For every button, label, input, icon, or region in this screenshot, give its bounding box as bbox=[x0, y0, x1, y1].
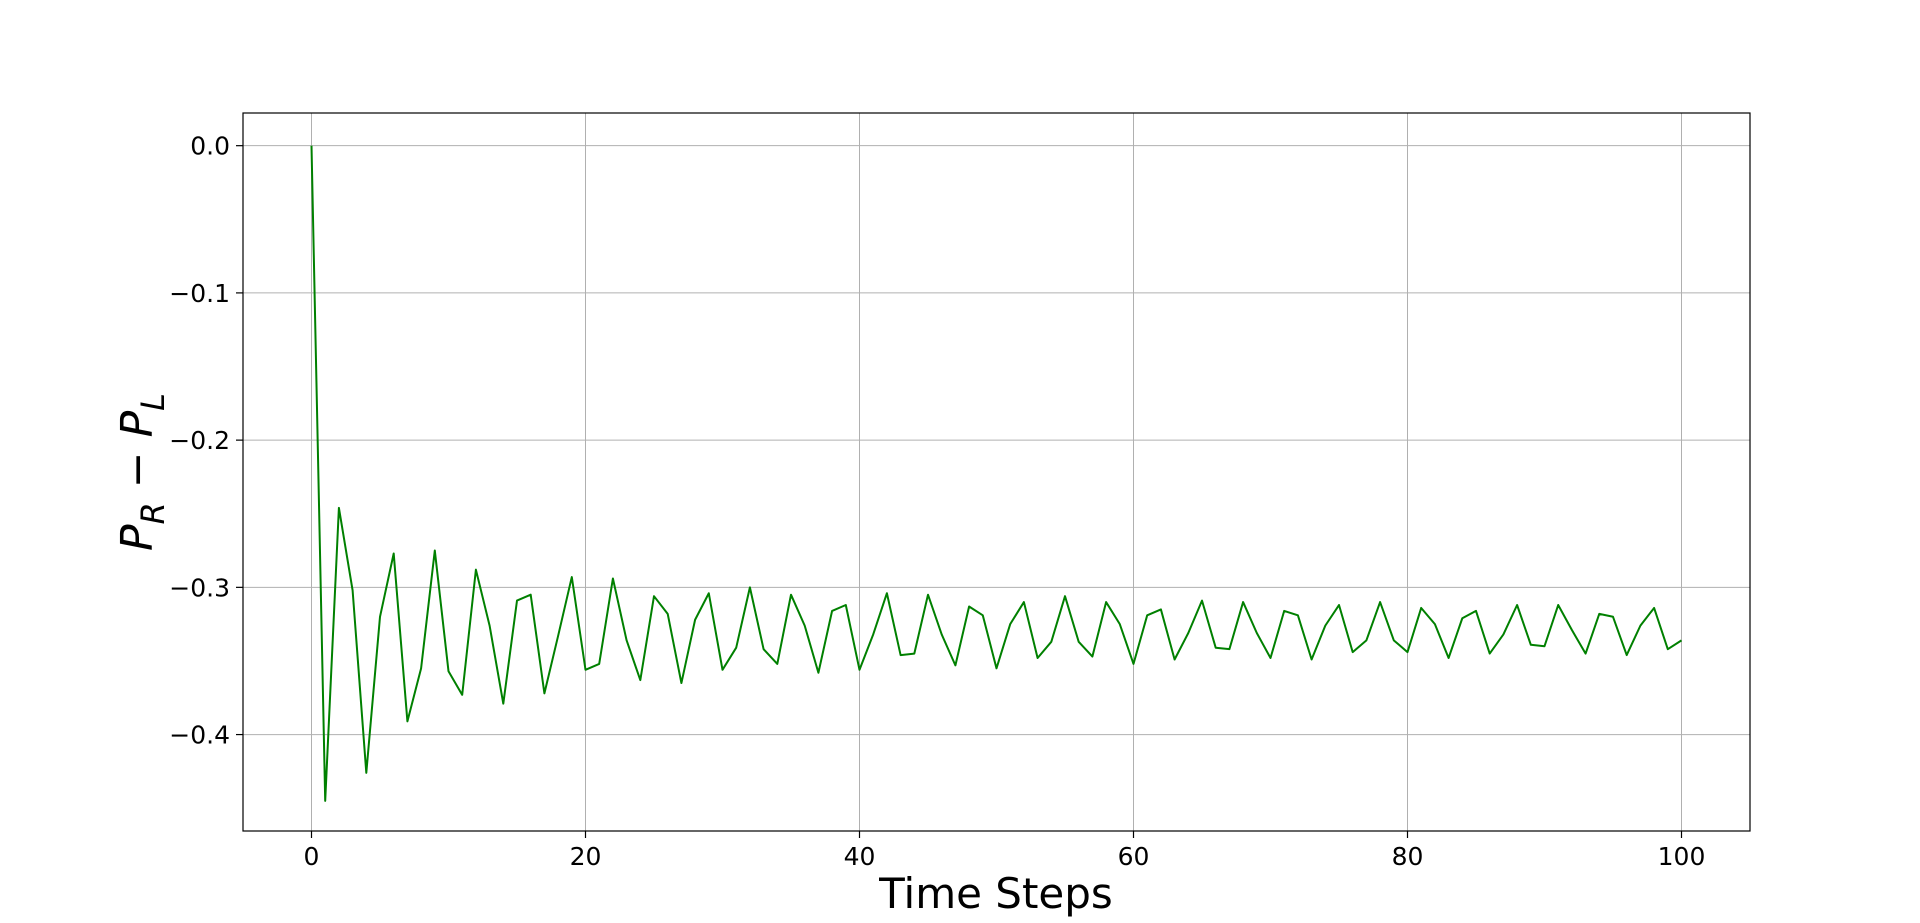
x-tick-label: 60 bbox=[1118, 842, 1150, 871]
x-tick-label: 20 bbox=[570, 842, 602, 871]
series-line bbox=[310, 145, 1683, 802]
y-axis-title-sub-r: R bbox=[134, 502, 172, 524]
y-tick-labels: 0.0 −0.1 −0.2 −0.3 −0.4 bbox=[169, 132, 230, 750]
y-tick-label: −0.2 bbox=[169, 426, 230, 455]
y-tick-label: −0.3 bbox=[169, 573, 230, 602]
y-tick-label: −0.1 bbox=[169, 279, 230, 308]
x-tick-label: 80 bbox=[1392, 842, 1424, 871]
y-axis-title-minus: − bbox=[112, 437, 163, 502]
y-axis-title-sub-l: L bbox=[134, 393, 172, 411]
x-axis-title: Time Steps bbox=[878, 869, 1113, 918]
series-group bbox=[310, 145, 1683, 802]
y-axis-title-p2: P bbox=[112, 410, 163, 437]
y-axis-title: PR − PL bbox=[112, 393, 172, 551]
x-tick-labels: 0 20 40 60 80 100 bbox=[304, 842, 1706, 871]
y-tick-label: 0.0 bbox=[190, 132, 230, 161]
ticks-group bbox=[236, 145, 1683, 838]
y-tick-label: −0.4 bbox=[169, 721, 230, 750]
plot-frame bbox=[242, 112, 1751, 832]
grid-lines bbox=[243, 113, 1750, 831]
x-tick-label: 100 bbox=[1658, 842, 1706, 871]
y-axis-title-p1: P bbox=[112, 524, 163, 551]
x-tick-label: 0 bbox=[304, 842, 320, 871]
x-tick-label: 40 bbox=[844, 842, 876, 871]
